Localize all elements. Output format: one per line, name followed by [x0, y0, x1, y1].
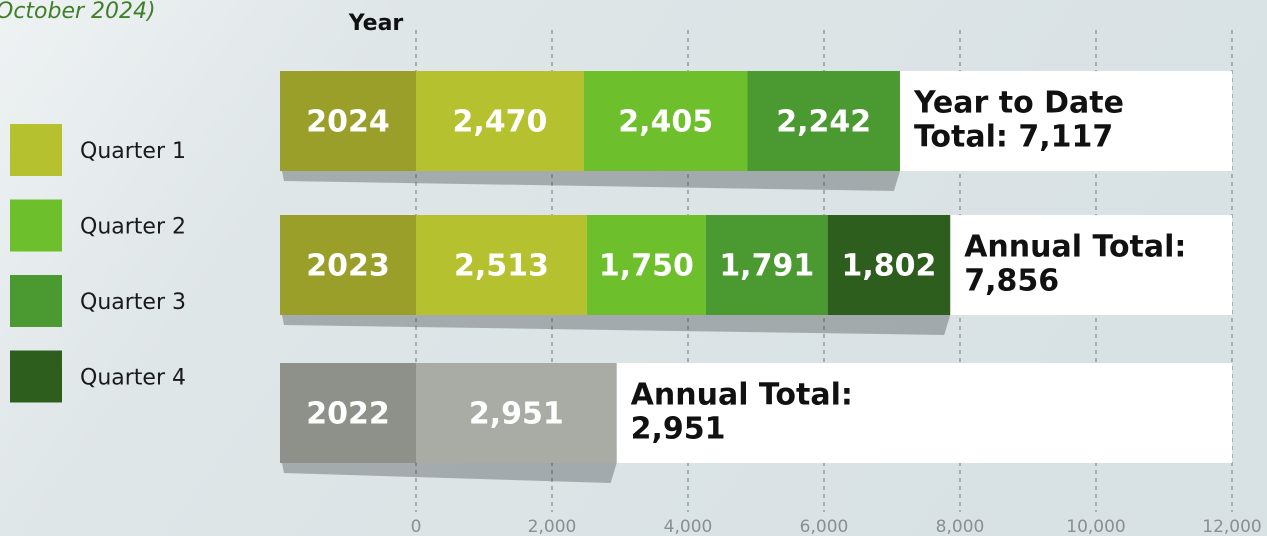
x-tick-label: 0 [411, 517, 422, 536]
bar-segment [416, 363, 617, 463]
legend-swatch [10, 275, 62, 327]
bar-shadow [282, 463, 617, 483]
category-box [280, 215, 416, 315]
total-label: Total: 7,117 [914, 120, 1113, 155]
x-tick-label: 10,000 [1066, 517, 1125, 536]
data-label: 2,951 [469, 397, 564, 432]
total-label: Annual Total: [631, 378, 853, 413]
x-tick-label: 12,000 [1202, 517, 1261, 536]
x-tick-label: 2,000 [528, 517, 577, 536]
x-tick-label: 8,000 [936, 517, 985, 536]
bar-segment [416, 215, 587, 315]
bar-segment [827, 215, 951, 315]
legend-label: Quarter 3 [80, 290, 186, 315]
axis-title: Year [348, 11, 404, 36]
data-label: 2,242 [776, 105, 871, 140]
legend-swatch [10, 124, 62, 176]
category-label: 2023 [306, 249, 390, 284]
data-label: 2,470 [453, 105, 548, 140]
legend-swatch [10, 199, 62, 252]
category-label: 2024 [306, 105, 390, 140]
total-label: 2,951 [631, 412, 726, 447]
total-box [616, 363, 1232, 463]
data-label: 1,802 [841, 249, 936, 284]
data-label: 1,750 [599, 249, 694, 284]
total-label: 7,856 [964, 264, 1059, 299]
category-box [280, 71, 416, 171]
total-label: Annual Total: [964, 230, 1186, 265]
data-label: 2,513 [454, 249, 549, 284]
category-box [280, 363, 416, 463]
legend-swatch [10, 350, 62, 403]
x-tick-label: 6,000 [800, 517, 849, 536]
category-label: 2022 [306, 397, 390, 432]
data-label: 2,405 [618, 105, 713, 140]
bar-segment [705, 215, 828, 315]
bar-segment [416, 71, 584, 171]
legend-label: Quarter 4 [80, 366, 186, 391]
bar-shadow [282, 315, 951, 335]
legend-label: Quarter 2 [80, 215, 186, 240]
total-label: Year to Date [913, 86, 1124, 121]
total-box [950, 215, 1232, 315]
bar-segment [583, 71, 748, 171]
data-label: 1,791 [719, 249, 814, 284]
legend-label: Quarter 1 [80, 139, 186, 164]
chart-title: October 2024) [0, 0, 156, 24]
bar-segment [586, 215, 706, 315]
bar-segment [747, 71, 900, 171]
total-box [899, 71, 1232, 171]
bar-shadow [282, 171, 900, 191]
x-tick-label: 4,000 [664, 517, 713, 536]
